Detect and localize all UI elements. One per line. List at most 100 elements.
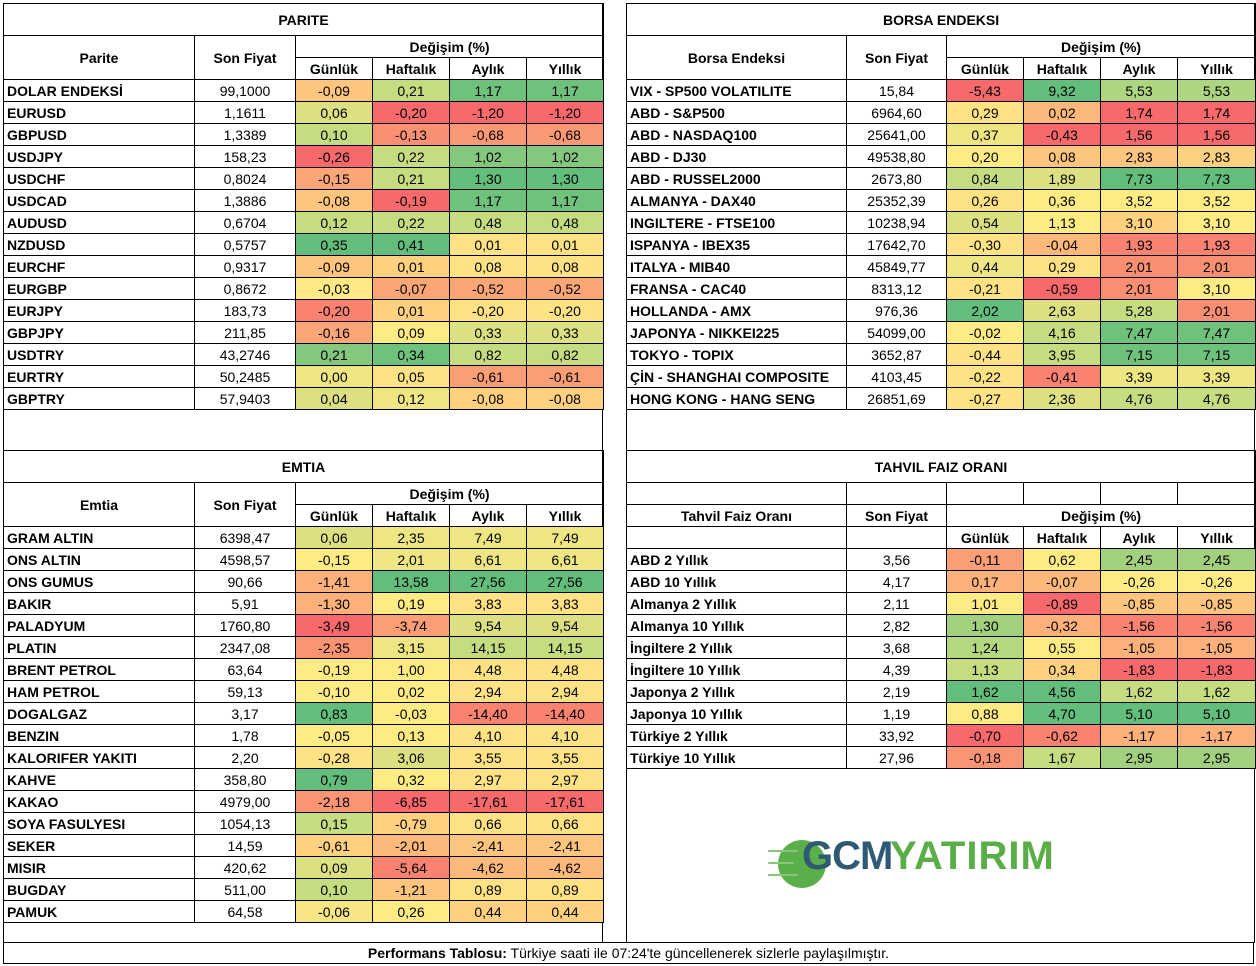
table-row: TOKYO - TOPIX 3652,87 -0,44 3,95 7,15 7,15: [626, 343, 1256, 366]
borsa-title: BORSA ENDEKSI: [625, 3, 1256, 36]
daily-change: 0,21: [295, 343, 373, 366]
last-price: 33,92: [846, 724, 947, 747]
instrument-name: BAKIR: [3, 592, 195, 615]
monthly-change: 0,48: [449, 211, 527, 234]
daily-change: 0,54: [946, 211, 1024, 234]
col-header-name: Borsa Endeksi: [626, 35, 847, 80]
globe-icon: [778, 840, 826, 888]
col-header-monthly: Aylık: [449, 57, 527, 80]
monthly-change: 1,17: [449, 79, 527, 102]
yearly-change: 3,10: [1176, 277, 1256, 300]
monthly-change: 0,33: [449, 321, 527, 344]
monthly-change: -0,52: [449, 277, 527, 300]
yearly-change: 0,08: [525, 255, 605, 278]
yearly-change: 7,47: [1176, 321, 1256, 344]
daily-change: -0,20: [295, 299, 373, 322]
instrument-name: TOKYO - TOPIX: [626, 343, 847, 366]
empty-cell: [626, 482, 847, 505]
instrument-name: GRAM ALTIN: [3, 526, 195, 549]
col-header-monthly: Aylık: [1100, 526, 1178, 549]
yearly-change: 1,93: [1176, 233, 1256, 256]
daily-change: -0,15: [295, 167, 373, 190]
weekly-change: 2,63: [1023, 299, 1101, 322]
last-price: 50,2485: [194, 365, 296, 388]
instrument-name: ALMANYA - DAX40: [626, 189, 847, 212]
daily-change: -0,03: [295, 277, 373, 300]
last-price: 0,9317: [194, 255, 296, 278]
last-price: 511,00: [194, 878, 296, 901]
daily-change: 0,06: [295, 101, 373, 124]
yearly-change: -1,05: [1176, 636, 1256, 659]
daily-change: -0,08: [295, 189, 373, 212]
weekly-change: -0,20: [372, 101, 450, 124]
last-price: 4979,00: [194, 790, 296, 813]
swoosh-line: [768, 850, 798, 852]
monthly-change: 5,10: [1100, 702, 1178, 725]
table-row: EURGBP 0,8672 -0,03 -0,07 -0,52 -0,52: [3, 277, 605, 300]
table-row: EURUSD 1,1611 0,06 -0,20 -1,20 -1,20: [3, 101, 605, 124]
monthly-change: 0,89: [449, 878, 527, 901]
empty-cell: [846, 482, 947, 505]
instrument-name: DOGALGAZ: [3, 702, 195, 725]
table-row: HONG KONG - HANG SENG 26851,69 -0,27 2,36 4,…: [626, 387, 1256, 410]
instrument-name: EURCHF: [3, 255, 195, 278]
table-row: VIX - SP500 VOLATILITE 15,84 -5,43 9,32 5,53…: [626, 79, 1256, 102]
daily-change: -0,21: [946, 277, 1024, 300]
monthly-change: 4,76: [1100, 387, 1178, 410]
yearly-change: -0,68: [525, 123, 605, 146]
daily-change: 0,15: [295, 812, 373, 835]
table-row: ABD - NASDAQ100 25641,00 0,37 -0,43 1,56 1,56: [626, 123, 1256, 146]
weekly-change: 0,12: [372, 387, 450, 410]
table-row: Almanya 10 Yıllık 2,82 1,30 -0,32 -1,56 -1,56: [626, 614, 1256, 637]
monthly-change: 2,01: [1100, 255, 1178, 278]
yearly-change: 6,61: [525, 548, 605, 571]
last-price: 211,85: [194, 321, 296, 344]
last-price: 8313,12: [846, 277, 947, 300]
weekly-change: 1,89: [1023, 167, 1101, 190]
daily-change: -0,02: [946, 321, 1024, 344]
yearly-change: -1,17: [1176, 724, 1256, 747]
table-row: GRAM ALTIN 6398,47 0,06 2,35 7,49 7,49: [3, 526, 605, 549]
table-row: JAPONYA - NIKKEI225 54099,00 -0,02 4,16 7,47…: [626, 321, 1256, 344]
instrument-name: KALORIFER YAKITI: [3, 746, 195, 769]
monthly-change: 3,39: [1100, 365, 1178, 388]
yearly-change: 1,62: [1176, 680, 1256, 703]
yearly-change: 4,10: [525, 724, 605, 747]
table-row: ITALYA - MIB40 45849,77 0,44 0,29 2,01 2,01: [626, 255, 1256, 278]
col-header-change: Değişim (%): [294, 482, 605, 505]
monthly-change: -0,26: [1100, 570, 1178, 593]
table-row: ABD - S&P500 6964,60 0,29 0,02 1,74 1,74: [626, 101, 1256, 124]
weekly-change: 4,16: [1023, 321, 1101, 344]
last-price: 0,8024: [194, 167, 296, 190]
instrument-name: JAPONYA - NIKKEI225: [626, 321, 847, 344]
monthly-change: -17,61: [449, 790, 527, 813]
daily-change: 0,00: [295, 365, 373, 388]
monthly-change: -4,62: [449, 856, 527, 879]
last-price: 2,20: [194, 746, 296, 769]
weekly-change: 0,21: [372, 167, 450, 190]
table-row: KAKAO 4979,00 -2,18 -6,85 -17,61 -17,61: [3, 790, 605, 813]
weekly-change: 0,21: [372, 79, 450, 102]
yearly-change: -14,40: [525, 702, 605, 725]
daily-change: -3,49: [295, 614, 373, 637]
monthly-change: 1,74: [1100, 101, 1178, 124]
yearly-change: 2,01: [1176, 299, 1256, 322]
last-price: 64,58: [194, 900, 296, 923]
monthly-change: 7,47: [1100, 321, 1178, 344]
monthly-change: 3,83: [449, 592, 527, 615]
monthly-change: -1,83: [1100, 658, 1178, 681]
monthly-change: 1,93: [1100, 233, 1178, 256]
table-row: Japonya 10 Yıllık 1,19 0,88 4,70 5,10 5,10: [626, 702, 1256, 725]
parite-table: PARITE Parite Son Fiyat Değişim (%) Günl…: [2, 3, 605, 410]
weekly-change: -0,03: [372, 702, 450, 725]
instrument-name: AUDUSD: [3, 211, 195, 234]
parite-panel: PARITE Parite Son Fiyat Değişim (%) Günl…: [2, 3, 605, 410]
weekly-change: 0,32: [372, 768, 450, 791]
instrument-name: MISIR: [3, 856, 195, 879]
weekly-change: -0,32: [1023, 614, 1101, 637]
instrument-name: Japonya 2 Yıllık: [626, 680, 847, 703]
emtia-panel: EMTIA Emtia Son Fiyat Değişim (%) Günlük…: [2, 450, 605, 923]
monthly-change: 2,45: [1100, 548, 1178, 571]
weekly-change: 0,09: [372, 321, 450, 344]
col-header-name: Tahvil Faiz Oranı: [626, 504, 847, 527]
